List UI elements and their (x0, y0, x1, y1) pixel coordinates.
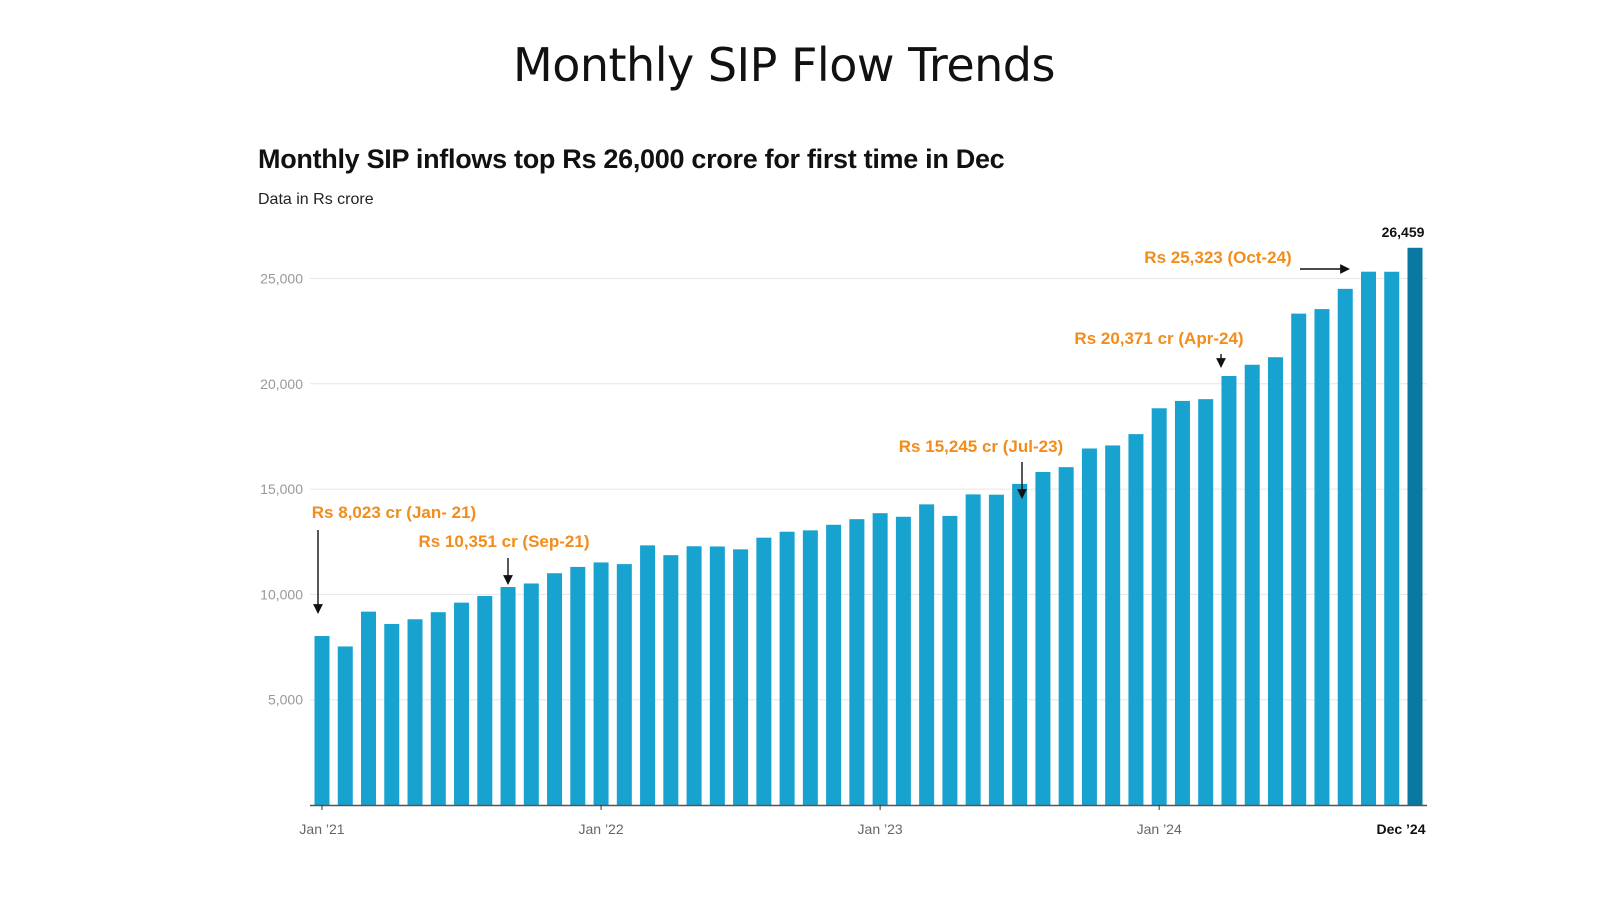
bar-jun-24 (1267, 357, 1283, 805)
x-tick-label: Jan ’22 (578, 821, 623, 837)
bar-jun-23 (988, 494, 1004, 805)
bars: 26,459 (314, 224, 1425, 806)
bar-nov-23 (1105, 445, 1121, 805)
value-label: 26,459 (1382, 224, 1425, 240)
bar-apr-23 (942, 515, 958, 805)
y-tick-label: 10,000 (260, 586, 303, 602)
gridlines (310, 278, 1427, 701)
annotation-label: Rs 10,351 cr (Sep-21) (418, 532, 589, 551)
bar-jul-21 (454, 602, 470, 805)
bar-aug-24 (1314, 309, 1330, 805)
bar-sep-22 (779, 531, 795, 805)
y-tick-label: 25,000 (260, 271, 303, 287)
bar-aug-23 (1035, 471, 1051, 805)
bar-feb-24 (1174, 400, 1190, 805)
y-tick-label: 15,000 (260, 481, 303, 497)
bar-jul-24 (1291, 313, 1307, 805)
x-tick-label: Jan ’23 (858, 821, 903, 837)
bar-sep-23 (1058, 467, 1074, 805)
bar-mar-21 (361, 611, 377, 805)
bar-feb-21 (337, 646, 353, 805)
bar-oct-21 (523, 583, 539, 805)
chart-subtitle: Data in Rs crore (258, 191, 374, 208)
annotation-label: Rs 20,371 cr (Apr-24) (1074, 329, 1243, 348)
bar-feb-23 (895, 516, 911, 805)
bar-apr-22 (663, 555, 679, 805)
bar-mar-24 (1198, 399, 1214, 805)
x-tick-label: Jan ’24 (1137, 821, 1182, 837)
chart-title: Monthly SIP inflows top Rs 26,000 crore … (258, 144, 1005, 174)
bar-sep-21 (500, 587, 516, 805)
annotation-label: Rs 8,023 cr (Jan- 21) (312, 503, 476, 522)
bar-oct-23 (1081, 448, 1097, 805)
bar-oct-22 (802, 530, 818, 805)
bar-jun-21 (430, 612, 446, 805)
bar-jan-24 (1151, 408, 1167, 805)
bar-aug-21 (477, 596, 493, 805)
bar-apr-24 (1221, 375, 1237, 805)
bar-dec-24 (1407, 247, 1423, 806)
bar-apr-21 (384, 623, 400, 805)
x-axis: Jan ’21 Jan ’22 Jan ’23 Jan ’24 Dec ’24 (299, 804, 1427, 837)
bar-nov-24 (1384, 271, 1400, 805)
bar-nov-22 (826, 524, 842, 805)
bar-jan-23 (872, 513, 888, 805)
bar-jul-23 (1012, 483, 1028, 805)
bar-dec-22 (849, 519, 865, 805)
bar-jan-21 (314, 636, 330, 805)
bar-feb-22 (616, 564, 632, 805)
page-title: Monthly SIP Flow Trends (513, 38, 1055, 92)
bar-may-21 (407, 619, 423, 805)
bar-dec-21 (570, 566, 586, 805)
bar-sep-24 (1337, 288, 1353, 805)
bar-mar-22 (640, 545, 656, 805)
annotation-label: Rs 25,323 (Oct-24) (1144, 248, 1291, 267)
y-tick-label: 20,000 (260, 376, 303, 392)
bar-nov-21 (547, 573, 563, 805)
annotations: Rs 8,023 cr (Jan- 21) Rs 10,351 cr (Sep-2… (312, 248, 1350, 614)
annotation-label: Rs 15,245 cr (Jul-23) (899, 437, 1063, 456)
x-tick-label: Dec ’24 (1376, 821, 1425, 837)
bar-jan-22 (593, 562, 609, 805)
bar-may-23 (965, 494, 981, 805)
bar-jun-22 (709, 546, 725, 805)
bar-oct-24 (1360, 271, 1376, 805)
bar-aug-22 (756, 537, 772, 805)
bar-mar-23 (919, 504, 935, 805)
x-tick-label: Jan ’21 (299, 821, 344, 837)
y-axis-ticks: 5,000 10,000 15,000 20,000 25,000 (260, 271, 303, 708)
bar-dec-23 (1128, 434, 1144, 805)
bar-jul-22 (733, 549, 749, 805)
y-tick-label: 5,000 (268, 692, 303, 708)
bar-may-24 (1244, 364, 1260, 805)
bar-may-22 (686, 546, 702, 805)
